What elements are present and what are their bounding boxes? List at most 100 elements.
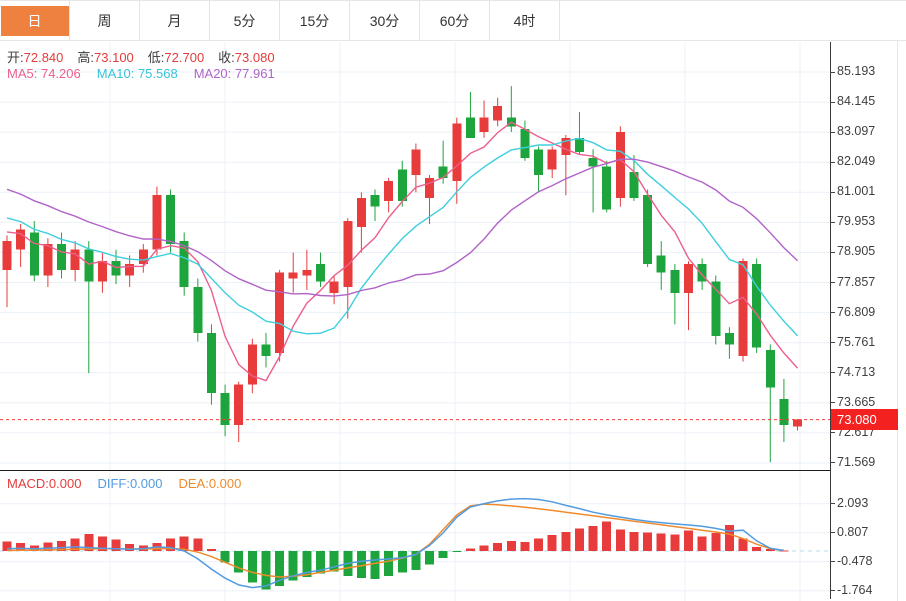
- panel-divider: [0, 470, 830, 471]
- axis-tick-label: -0.478: [837, 553, 873, 568]
- macd-histogram-bar: [234, 551, 244, 573]
- tab-month[interactable]: 月: [140, 1, 210, 40]
- axis-tick-label: 81.001: [837, 184, 876, 199]
- macd-histogram-bar: [561, 531, 571, 551]
- ma20-value: MA20: 77.961: [193, 66, 275, 81]
- tab-60min[interactable]: 60分: [420, 1, 490, 40]
- axis-tick-mark: [830, 561, 835, 563]
- candle: [452, 123, 462, 181]
- axis-tick-mark: [830, 131, 835, 133]
- current-price-badge: 73.080: [831, 409, 898, 430]
- macd-histogram-bar: [370, 551, 380, 580]
- axis-tick-mark: [830, 161, 835, 163]
- candlestick-chart[interactable]: [0, 40, 830, 470]
- close-label: 收:: [218, 50, 235, 65]
- macd-panel[interactable]: [0, 471, 830, 601]
- axis-tick-label: -1.764: [837, 582, 873, 597]
- candle: [574, 137, 584, 153]
- macd-histogram-bar: [452, 551, 462, 553]
- macd-histogram-bar: [356, 551, 366, 579]
- candle: [179, 241, 189, 288]
- diff-line: [6, 497, 785, 589]
- tab-week[interactable]: 周: [70, 1, 140, 40]
- candle: [629, 172, 639, 199]
- axis-tick-mark: [830, 372, 835, 374]
- macd-histogram-bar: [397, 551, 407, 573]
- macd-histogram-bar: [615, 529, 625, 551]
- candle: [343, 221, 353, 288]
- macd-histogram-bar: [697, 536, 707, 551]
- tab-day[interactable]: 日: [0, 1, 70, 40]
- candle: [138, 249, 148, 265]
- axis-tick-mark: [830, 251, 835, 253]
- candle: [84, 249, 94, 282]
- tab-15min[interactable]: 15分: [280, 1, 350, 40]
- candle: [234, 384, 244, 425]
- candle: [547, 149, 557, 170]
- candle: [479, 117, 489, 133]
- dea-line: [6, 503, 785, 578]
- open-label: 开:: [7, 50, 24, 65]
- macd-histogram-bar: [465, 548, 475, 551]
- axis-tick-mark: [830, 503, 835, 505]
- window-right-border: [897, 0, 898, 601]
- candle: [738, 261, 748, 356]
- ma5-line: [6, 121, 799, 382]
- candle: [29, 232, 39, 276]
- period-tabbar: 日周月 5分 15分 30分 60分 4时: [0, 0, 906, 41]
- candle: [315, 264, 325, 282]
- high-value: 73.100: [94, 50, 134, 65]
- candle: [656, 255, 666, 273]
- axis-tick-label: 77.857: [837, 274, 876, 289]
- macd-histogram-bar: [125, 544, 135, 551]
- candle: [370, 195, 380, 207]
- ohlc-readout: 开:72.840 高:73.100 低:72.700 收:73.080: [7, 47, 289, 66]
- macd-histogram-bar: [765, 549, 775, 551]
- macd-histogram-bar: [43, 542, 53, 551]
- macd-histogram-bar: [166, 538, 176, 551]
- macd-histogram-bar: [97, 536, 107, 551]
- macd-histogram-bar: [193, 538, 203, 551]
- axis-tick-label: 76.809: [837, 304, 876, 319]
- tab-30min[interactable]: 30分: [350, 1, 420, 40]
- candle: [302, 269, 312, 276]
- candle: [288, 272, 298, 279]
- candle: [670, 269, 680, 293]
- tab-5min[interactable]: 5分: [210, 1, 280, 40]
- dea-value: DEA:0.000: [178, 476, 242, 491]
- candle: [643, 195, 653, 265]
- macd-histogram-bar: [261, 551, 271, 590]
- candle: [43, 243, 53, 276]
- macd-histogram-bar: [315, 551, 325, 574]
- candle: [384, 180, 394, 201]
- diff-value: DIFF:0.000: [97, 476, 163, 491]
- ma-readout: MA5: 74.206 MA10: 75.568 MA20: 77.961: [7, 66, 275, 81]
- candle: [602, 166, 612, 210]
- macd-histogram-bar: [84, 534, 94, 551]
- macd-histogram-bar: [670, 534, 680, 551]
- axis-tick-mark: [830, 402, 835, 404]
- axis-tick-label: 78.905: [837, 244, 876, 259]
- macd-histogram-bar: [588, 526, 598, 551]
- macd-histogram-bar: [506, 540, 516, 551]
- axis-tick-label: 79.953: [837, 214, 876, 229]
- macd-histogram-bar: [247, 551, 257, 583]
- macd-histogram-bar: [16, 543, 26, 551]
- axis-tick-label: 74.713: [837, 364, 876, 379]
- close-value: 73.080: [234, 50, 275, 65]
- macd-histogram-bar: [425, 551, 435, 565]
- axis-tick-mark: [830, 532, 835, 534]
- low-value: 72.700: [164, 50, 205, 65]
- tab-4hour[interactable]: 4时: [490, 1, 560, 40]
- candle: [493, 106, 503, 121]
- macd-histogram-bar: [520, 541, 530, 551]
- candle: [779, 398, 789, 425]
- macd-histogram-bar: [479, 545, 489, 551]
- macd-histogram-bar: [656, 533, 666, 551]
- candle: [520, 129, 530, 158]
- ma10-line: [6, 137, 799, 337]
- low-label: 低:: [147, 50, 165, 65]
- axis-tick-mark: [830, 312, 835, 314]
- axis-tick-mark: [830, 221, 835, 223]
